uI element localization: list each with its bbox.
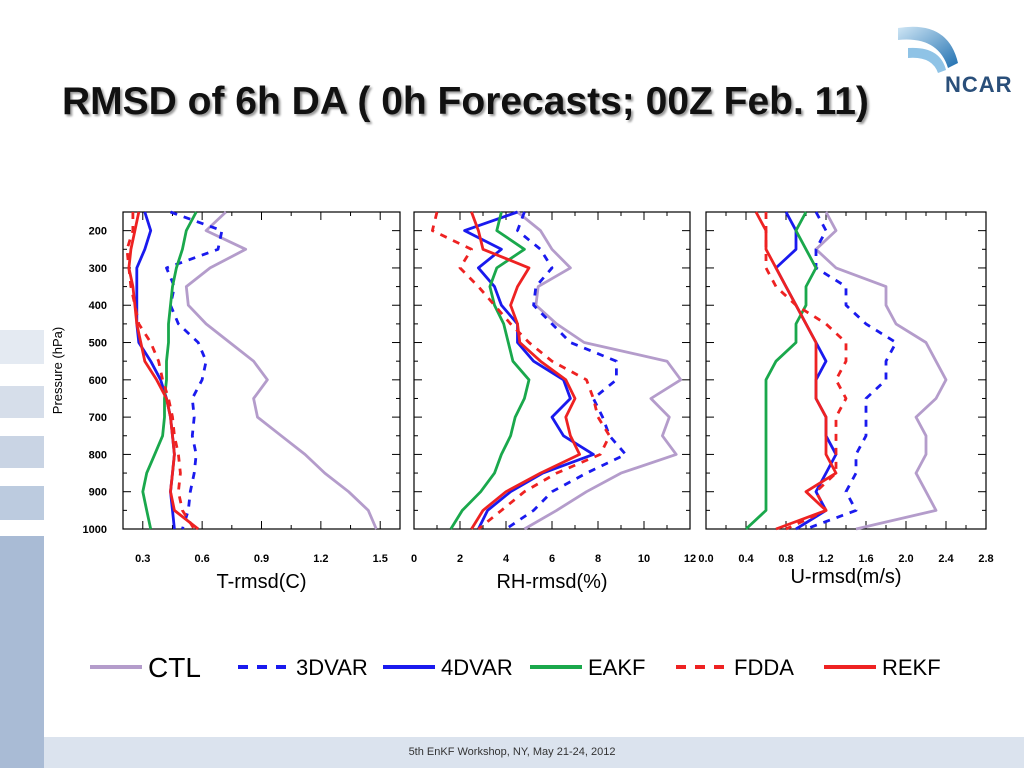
x-axis-label: U-rmsd(m/s) [790,566,901,588]
series-line-eakf [745,211,818,531]
chart-panel-2: 0 2 4 6 8 10 12 RH-rmsd(%) [411,210,696,593]
series-line-ctl [516,210,683,531]
x-tick-label: 4 [503,553,510,565]
x-tick-label: 2.8 [978,553,993,565]
x-tick-label: 1.5 [373,553,388,565]
legend-item-fdda: FDDA [676,655,794,680]
series-line-3dvar [805,211,898,531]
x-tick-label: 0.0 [698,553,713,565]
x-tick-label: 2.0 [898,553,913,565]
chart-panel-3: 0.0 0.4 0.8 1.2 1.6 2.0 2.4 2.8 U-rmsd(m/s) [698,211,994,588]
x-axis-label: RH-rmsd(%) [496,571,607,593]
x-tick-label: 2 [457,553,463,565]
legend-item-ctl: CTL [90,652,201,683]
y-tick-label: 900 [89,487,107,499]
y-tick-label: 500 [89,338,107,350]
x-tick-label: 0.8 [778,553,793,565]
legend-label: CTL [148,652,201,683]
y-tick-label: 200 [89,226,107,238]
y-tick-label: 300 [89,263,107,275]
x-tick-label: 6 [549,553,555,565]
rmsd-charts: 0.3 0.6 0.9 1.2 1.5 T-rmsd(C) 200 300 400 500 600 7… [50,210,994,593]
x-tick-label: 8 [595,553,601,565]
legend: CTL 3DVAR 4DVAR EAKF FDDA REKF [90,652,941,683]
x-tick-label: 0 [411,553,417,565]
plot-frame [705,211,987,530]
legend-label: 3DVAR [296,655,368,680]
legend-label: 4DVAR [441,655,513,680]
x-tick-label: 0.3 [135,553,150,565]
x-tick-label: 10 [638,553,650,565]
legend-item-4dvar: 4DVAR [383,655,513,680]
series-line-rekf [754,211,838,531]
y-tick-label: 800 [89,449,107,461]
legend-item-rekf: REKF [824,655,941,680]
series-line-ctl [814,211,948,531]
ncar-logo [898,26,958,73]
series-line-rekf [470,211,581,530]
x-axis-label: T-rmsd(C) [217,571,307,593]
y-tick-label: 700 [89,412,107,424]
series-line-eakf [449,211,531,530]
x-tick-label: 0.9 [254,553,269,565]
x-tick-label: 0.6 [194,553,209,565]
legend-label: EAKF [588,655,645,680]
y-tick-label: 1000 [83,524,107,536]
x-tick-label: 1.2 [818,553,833,565]
y-tick-label: 400 [89,300,107,312]
x-tick-label: 2.4 [938,553,954,565]
x-tick-label: 1.2 [313,553,328,565]
legend-item-3dvar: 3DVAR [238,655,368,680]
side-decoration [0,330,44,768]
series-line-ctl [184,210,378,530]
legend-label: REKF [882,655,941,680]
footer-text: 5th EnKF Workshop, NY, May 21-24, 2012 [408,746,616,758]
y-axis-label: Pressure (hPa) [50,327,65,414]
series-line-eakf [141,211,198,530]
series-line-4dvar [774,211,838,531]
y-tick-label: 600 [89,375,107,387]
legend-item-eakf: EAKF [530,655,645,680]
x-tick-label: 1.6 [858,553,873,565]
ncar-logo-text: NCAR [945,72,1013,97]
series-line-rekf [127,211,200,531]
chart-panel-1: 0.3 0.6 0.9 1.2 1.5 T-rmsd(C) 200 300 400 500 600 7… [50,210,401,593]
legend-label: FDDA [734,655,794,680]
series-line-3dvar [505,211,627,531]
slide-title: RMSD of 6h DA ( 0h Forecasts; 00Z Feb. 1… [62,80,869,123]
footer-band [44,737,1024,768]
x-tick-label: 12 [684,553,696,565]
x-tick-label: 0.4 [738,553,754,565]
series-line-3dvar [165,210,224,530]
